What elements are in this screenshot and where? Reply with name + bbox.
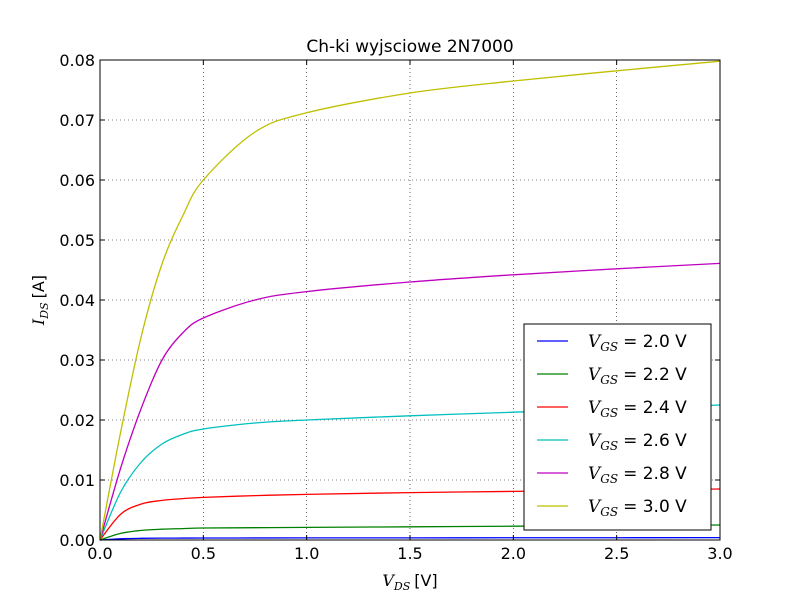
y-tick-label: 0.07 [59,111,95,130]
legend-entry-1: VGS = 2.2 V [588,365,687,387]
legend-entry-4: VGS = 2.8 V [588,464,687,486]
x-tick-label: 3.0 [707,544,732,563]
series-line-5 [99,60,721,541]
x-tick-label: 1.5 [397,544,422,563]
chart-title: Ch-ki wyjsciowe 2N7000 [306,37,513,57]
y-tick-label: 0.01 [59,471,95,490]
y-axis-label: IDS[A] [29,275,51,326]
y-tick-label: 0.00 [59,531,95,550]
y-tick-label: 0.03 [59,351,95,370]
y-tick-label: 0.05 [59,231,95,250]
ticks: 0.0 0.5 1.0 1.5 2.0 2.5 3.0 0.00 0.01 0.02 0.03 0.0… [59,51,732,563]
legend-entry-2: VGS = 2.4 V [588,398,687,420]
y-tick-label: 0.02 [59,411,95,430]
legend-entry-3: VGS = 2.6 V [588,431,687,453]
series-line-4 [99,262,721,541]
y-tick-label: 0.06 [59,171,95,190]
y-tick-label: 0.08 [59,51,95,70]
x-axis-label: VDS [V] [382,571,437,593]
legend-entry-0: VGS = 2.0 V [588,332,687,354]
x-tick-label: 2.5 [604,544,629,563]
x-tick-label: 2.0 [501,544,526,563]
plot-frame [99,59,721,541]
y-tick-label: 0.04 [59,291,95,310]
legend-entry-5: VGS = 3.0 V [588,497,687,519]
x-tick-label: 1.0 [294,544,319,563]
x-tick-label: 0.0 [87,544,112,563]
legend: VGS = 2.0 V VGS = 2.2 V VGS = 2.4 V VGS = 2.6 V… [523,323,712,531]
series-line-0 [99,537,721,541]
legend-box [523,323,712,531]
x-tick-label: 0.5 [191,544,216,563]
